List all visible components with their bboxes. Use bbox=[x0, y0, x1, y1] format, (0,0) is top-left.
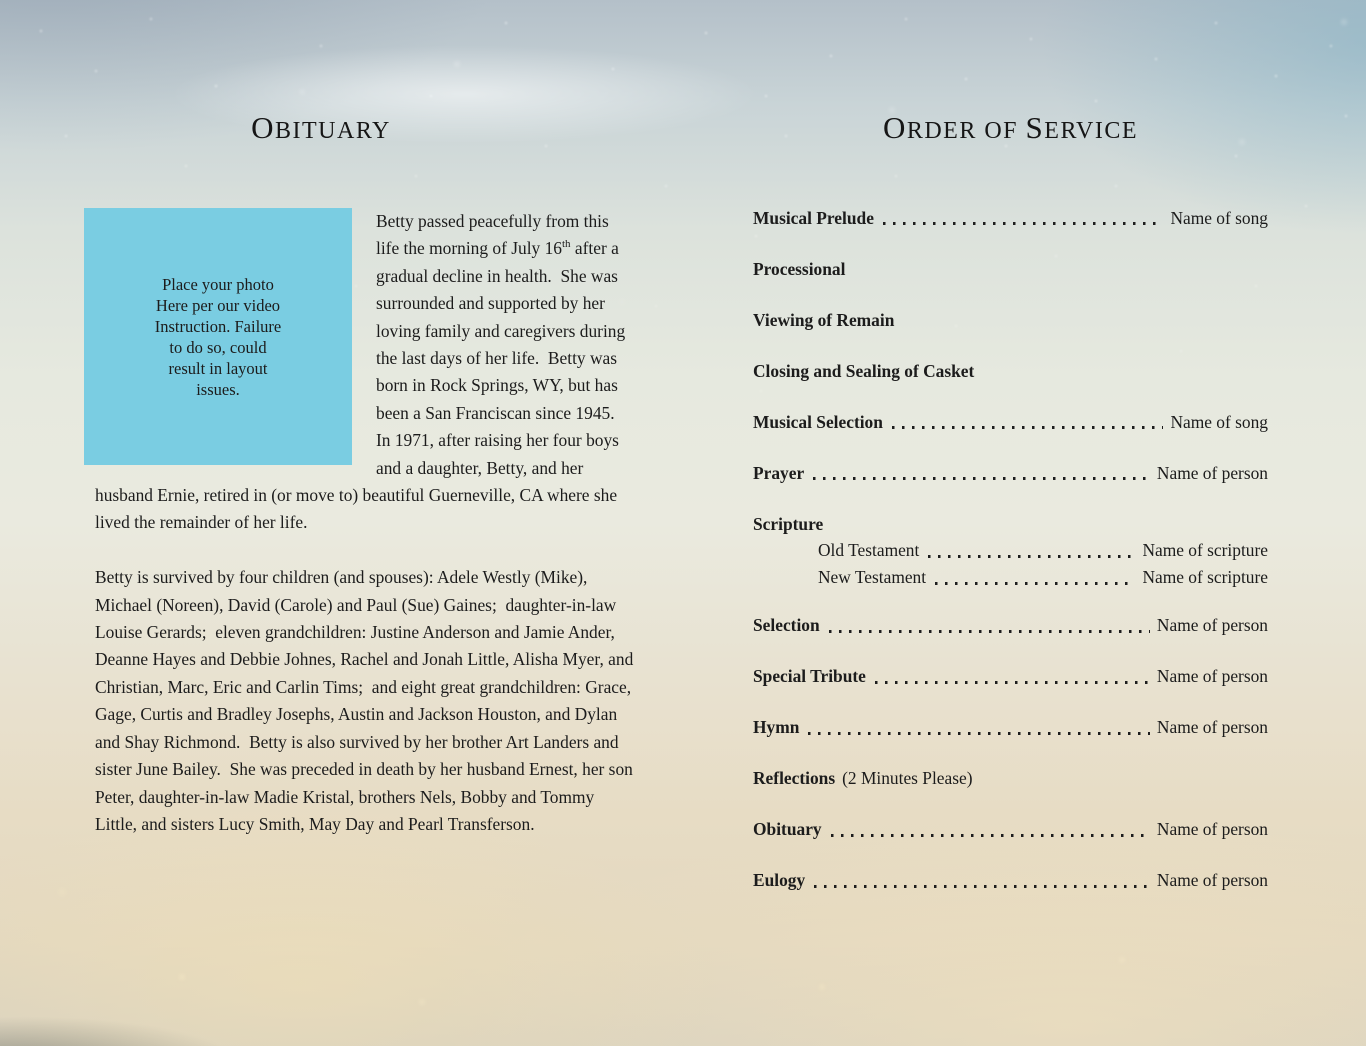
service-item-label: Hymn bbox=[753, 717, 800, 738]
scripture-sub-row: New Testament Name of scripture bbox=[818, 565, 1268, 590]
obituary-paragraph-2: Betty is survived by four children (and … bbox=[95, 567, 638, 834]
dotted-leader bbox=[830, 833, 1150, 837]
service-item-row: Prayer Name of person bbox=[753, 461, 1268, 485]
obituary-page: Obituary Place your photo Here per our v… bbox=[51, 104, 638, 838]
dotted-leader bbox=[813, 477, 1150, 481]
service-item-label: Closing and Sealing of Casket bbox=[753, 361, 975, 381]
title-initial: S bbox=[1025, 110, 1045, 145]
obituary-paragraph-1: Betty passed peacefully from this life t… bbox=[95, 208, 635, 537]
service-item-row: Eulogy Name of person bbox=[753, 868, 1268, 892]
service-item-row: Special Tribute Name of person bbox=[753, 664, 1268, 688]
dotted-leader bbox=[828, 629, 1150, 633]
photo-placeholder[interactable]: Place your photo Here per our video Inst… bbox=[84, 208, 352, 465]
service-item-row: Closing and Sealing of Casket bbox=[753, 359, 1268, 383]
service-item-label: Musical Selection bbox=[753, 412, 883, 432]
photo-placeholder-line: to do so, could bbox=[169, 337, 267, 357]
scripture-sub-value: Name of scripture bbox=[1142, 567, 1268, 588]
photo-placeholder-line: Place your photo bbox=[162, 274, 274, 294]
service-item-value: Name of person bbox=[1156, 666, 1268, 687]
service-item-value: Name of song bbox=[1170, 412, 1268, 432]
service-item-value: Name of person bbox=[1156, 819, 1268, 840]
service-item-value: Name of person bbox=[1156, 463, 1268, 483]
obituary-title: Obituary bbox=[51, 104, 591, 150]
service-item-label: Prayer bbox=[753, 463, 805, 483]
service-item-label: Scripture bbox=[753, 514, 824, 534]
service-item-row: Processional bbox=[753, 257, 1268, 281]
service-item-label: Processional bbox=[753, 259, 846, 279]
dotted-leader bbox=[808, 731, 1150, 735]
service-item-value: Name of person bbox=[1156, 717, 1268, 738]
dotted-leader bbox=[882, 222, 1164, 226]
title-initial: O bbox=[882, 110, 907, 145]
photo-placeholder-line: Here per our video bbox=[155, 295, 281, 315]
service-item-value: Name of person bbox=[1156, 615, 1268, 636]
dotted-leader bbox=[935, 582, 1136, 586]
service-item-note: (2 Minutes Please) bbox=[842, 768, 973, 789]
service-item-label: Musical Prelude bbox=[753, 208, 874, 228]
order-of-service-title: Order of Service bbox=[753, 104, 1268, 150]
dotted-leader bbox=[891, 426, 1164, 430]
service-item-row: Viewing of Remain bbox=[753, 308, 1268, 332]
title-initial: O bbox=[251, 110, 276, 145]
service-item-label: Obituary bbox=[753, 819, 822, 840]
service-item-label: Eulogy bbox=[753, 870, 806, 891]
ordinal-superscript: th bbox=[561, 238, 571, 251]
service-item-label: Reflections bbox=[753, 768, 836, 789]
scripture-section: Scripture Old Testament Name of scriptur… bbox=[753, 512, 1268, 590]
service-item-row: Hymn Name of person bbox=[753, 715, 1268, 739]
service-item-row: Obituary Name of person bbox=[753, 817, 1268, 841]
scripture-sub-label: Old Testament bbox=[818, 540, 920, 561]
service-item-row: Musical Prelude Name of song bbox=[753, 206, 1268, 230]
service-item-row: Musical Selection Name of song bbox=[753, 410, 1268, 434]
service-item-label: Selection bbox=[753, 615, 820, 636]
service-item-row: Selection Name of person bbox=[753, 613, 1268, 637]
obituary-body: Place your photo Here per our video Inst… bbox=[84, 208, 638, 838]
photo-placeholder-line: Instruction. Failure bbox=[154, 316, 282, 336]
service-item-value: Name of song bbox=[1170, 208, 1268, 228]
photo-placeholder-line: result in layout bbox=[168, 358, 268, 378]
service-item-row: Reflections (2 Minutes Please) bbox=[753, 766, 1268, 790]
photo-placeholder-line: issues. bbox=[196, 379, 240, 399]
paragraph-text: after a gradual decline in health. She w… bbox=[95, 238, 630, 533]
dotted-leader bbox=[928, 555, 1136, 559]
service-item-label: Special Tribute bbox=[753, 666, 866, 687]
dotted-leader bbox=[814, 884, 1150, 888]
order-of-service-page: Order of Service Musical Prelude Name of… bbox=[683, 0, 1366, 1046]
service-item-label: Viewing of Remain bbox=[753, 310, 895, 330]
title-smallcaps: rder of bbox=[906, 118, 1026, 144]
photo-placeholder-text: Place your photo Here per our video Inst… bbox=[155, 274, 281, 400]
service-item-value: Name of person bbox=[1156, 870, 1268, 891]
scripture-sub-row: Old Testament Name of scripture bbox=[818, 538, 1268, 563]
scripture-sub-label: New Testament bbox=[818, 567, 927, 588]
title-smallcaps: bituary bbox=[275, 118, 391, 144]
dotted-leader bbox=[874, 680, 1150, 684]
order-of-service-list: Musical Prelude Name of song Processiona… bbox=[753, 206, 1268, 893]
paragraph-text: Betty passed peacefully from this life t… bbox=[376, 211, 614, 259]
title-smallcaps: ervice bbox=[1044, 118, 1139, 144]
scripture-sub-value: Name of scripture bbox=[1142, 540, 1268, 561]
